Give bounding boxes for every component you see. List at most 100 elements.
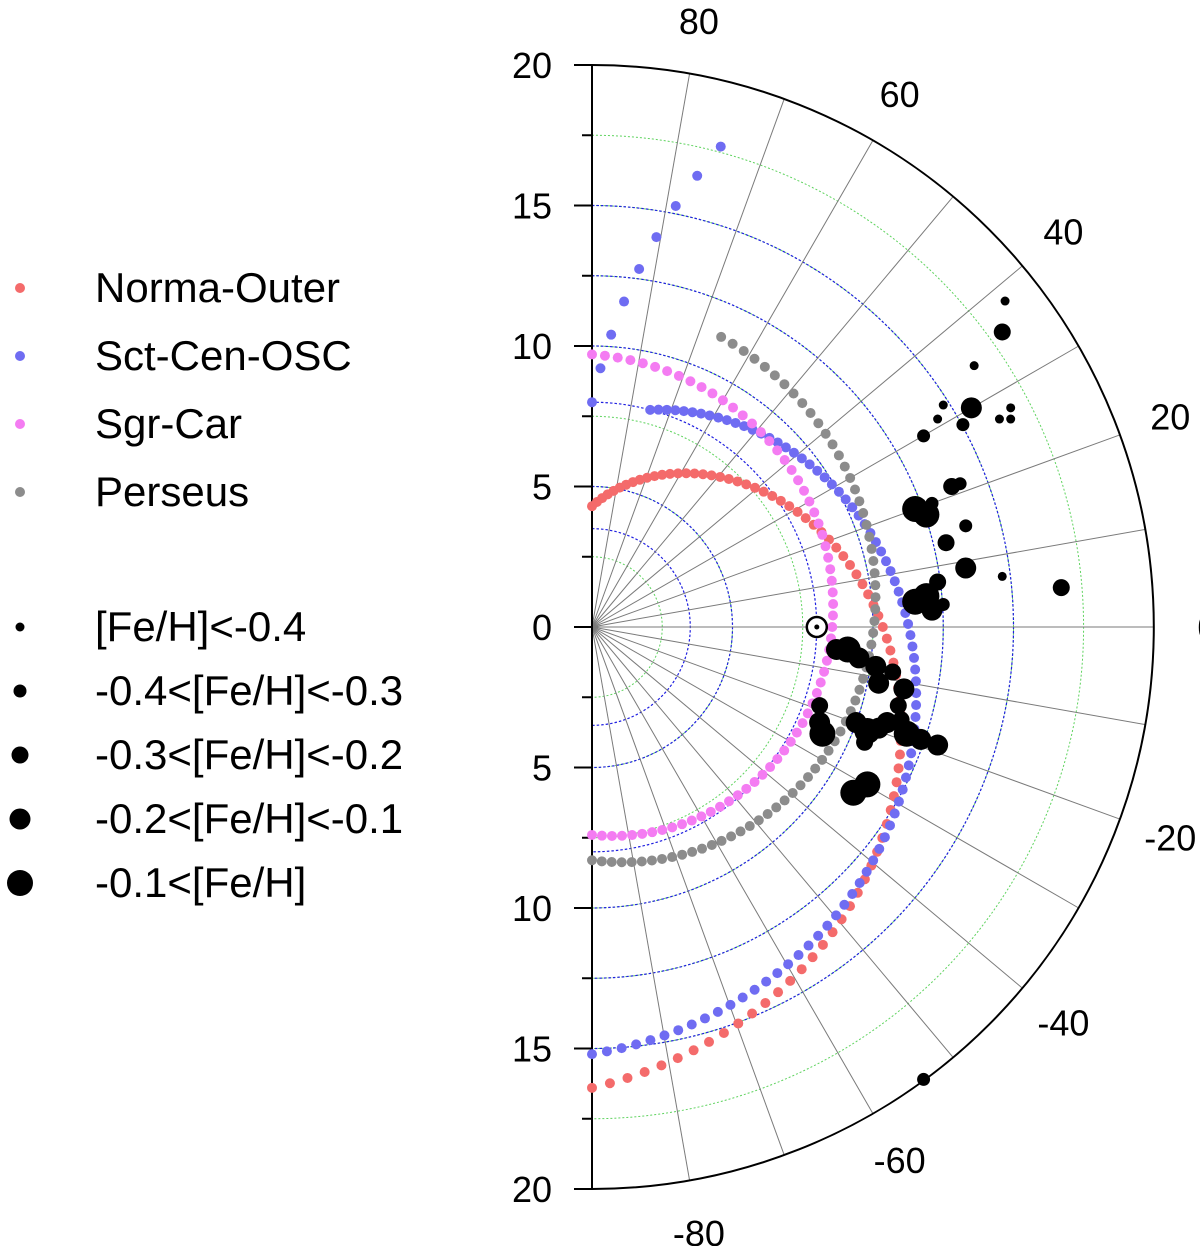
- star-point: [997, 571, 1007, 581]
- arm-point: [587, 855, 597, 866]
- arm-point: [681, 468, 692, 479]
- arm-point: [747, 1008, 758, 1019]
- arm-point: [893, 763, 904, 774]
- arm-point: [677, 849, 688, 860]
- arm-point: [673, 370, 684, 381]
- arm-point: [599, 350, 610, 361]
- arm-point: [785, 975, 796, 986]
- arm-point: [659, 1030, 670, 1041]
- arm-point: [827, 439, 838, 450]
- arm-point: [704, 1036, 715, 1047]
- arm-point: [779, 379, 790, 390]
- arm-point: [910, 712, 921, 723]
- spiral-arm-series: [587, 141, 922, 1093]
- arm-point: [803, 772, 814, 783]
- arm-point: [793, 475, 804, 486]
- arm-point: [772, 445, 783, 456]
- legend-feh-label: -0.4<[Fe/H]<-0.3: [95, 667, 403, 714]
- star-point: [917, 1072, 931, 1086]
- arm-point: [889, 576, 900, 587]
- arm-point: [715, 141, 726, 152]
- star-point: [811, 697, 829, 715]
- arm-point: [622, 1072, 633, 1083]
- arm-point: [706, 470, 717, 481]
- arm-point: [749, 776, 760, 787]
- arm-point: [822, 920, 833, 931]
- arm-point: [804, 459, 815, 470]
- legend-arm-marker: [15, 351, 25, 361]
- arm-point: [866, 639, 877, 650]
- legend-feh-label: -0.3<[Fe/H]<-0.2: [95, 731, 403, 778]
- spoke-line: [591, 73, 691, 628]
- angle-tick-label: 20: [1150, 397, 1190, 438]
- star-point: [925, 496, 939, 510]
- arm-point: [631, 1039, 642, 1050]
- arm-point: [889, 808, 900, 819]
- arm-point: [909, 652, 920, 663]
- arm-point: [741, 479, 752, 490]
- arm-point: [616, 1043, 627, 1054]
- arm-point: [697, 469, 708, 480]
- arm-point: [686, 1019, 697, 1030]
- arm-point: [717, 395, 728, 406]
- arm-point: [786, 465, 797, 476]
- arm-point: [687, 846, 698, 857]
- arm-point: [793, 950, 804, 961]
- arm-point: [749, 984, 760, 995]
- arm-point: [670, 201, 681, 212]
- star-point: [1006, 403, 1016, 413]
- legend-feh-marker: [9, 808, 31, 830]
- arm-point: [738, 346, 749, 357]
- arm-point: [606, 830, 617, 841]
- arm-point: [870, 580, 881, 591]
- arm-point: [673, 1025, 684, 1036]
- arm-point: [755, 427, 766, 438]
- angle-tick-label: -80: [673, 1213, 725, 1246]
- arm-point: [903, 760, 914, 771]
- arm-point: [650, 361, 661, 372]
- arm-point: [665, 468, 676, 479]
- arm-point: [697, 843, 708, 854]
- arm-point: [870, 592, 881, 603]
- arm-point: [897, 784, 908, 795]
- arm-point: [868, 556, 879, 567]
- arm-point: [854, 877, 865, 888]
- arm-point: [657, 853, 668, 864]
- arm-point: [851, 569, 862, 580]
- star-point: [889, 697, 907, 715]
- radial-tick-label: 15: [512, 1029, 552, 1070]
- arm-point: [825, 564, 836, 575]
- arm-point: [626, 857, 637, 868]
- arm-point: [662, 366, 673, 377]
- arm-point: [804, 496, 815, 507]
- arm-point: [739, 421, 750, 432]
- arm-point: [838, 551, 849, 562]
- arm-point: [817, 754, 828, 765]
- spoke-line: [591, 626, 785, 1156]
- arm-point: [772, 968, 783, 979]
- arm-point: [819, 666, 830, 677]
- arm-point: [811, 688, 822, 699]
- star-point: [929, 573, 947, 591]
- arm-point: [767, 491, 778, 502]
- arm-point: [868, 627, 879, 638]
- spoke-line: [591, 528, 1146, 628]
- star-point: [876, 712, 898, 734]
- arm-point: [772, 753, 783, 764]
- arm-point: [831, 542, 842, 553]
- arm-point: [718, 1027, 729, 1038]
- star-point: [937, 534, 955, 552]
- arm-point: [715, 801, 726, 812]
- arm-point: [737, 410, 748, 421]
- legend-arm-marker: [15, 283, 25, 293]
- arm-point: [823, 745, 834, 756]
- arm-point: [907, 641, 918, 652]
- arm-point: [704, 410, 715, 421]
- arm-point: [587, 1049, 597, 1060]
- arm-point: [800, 513, 811, 524]
- arm-point: [646, 855, 657, 866]
- arm-point: [826, 479, 837, 490]
- arm-point: [757, 769, 768, 780]
- arm-point: [723, 473, 734, 484]
- arm-point: [699, 1013, 710, 1024]
